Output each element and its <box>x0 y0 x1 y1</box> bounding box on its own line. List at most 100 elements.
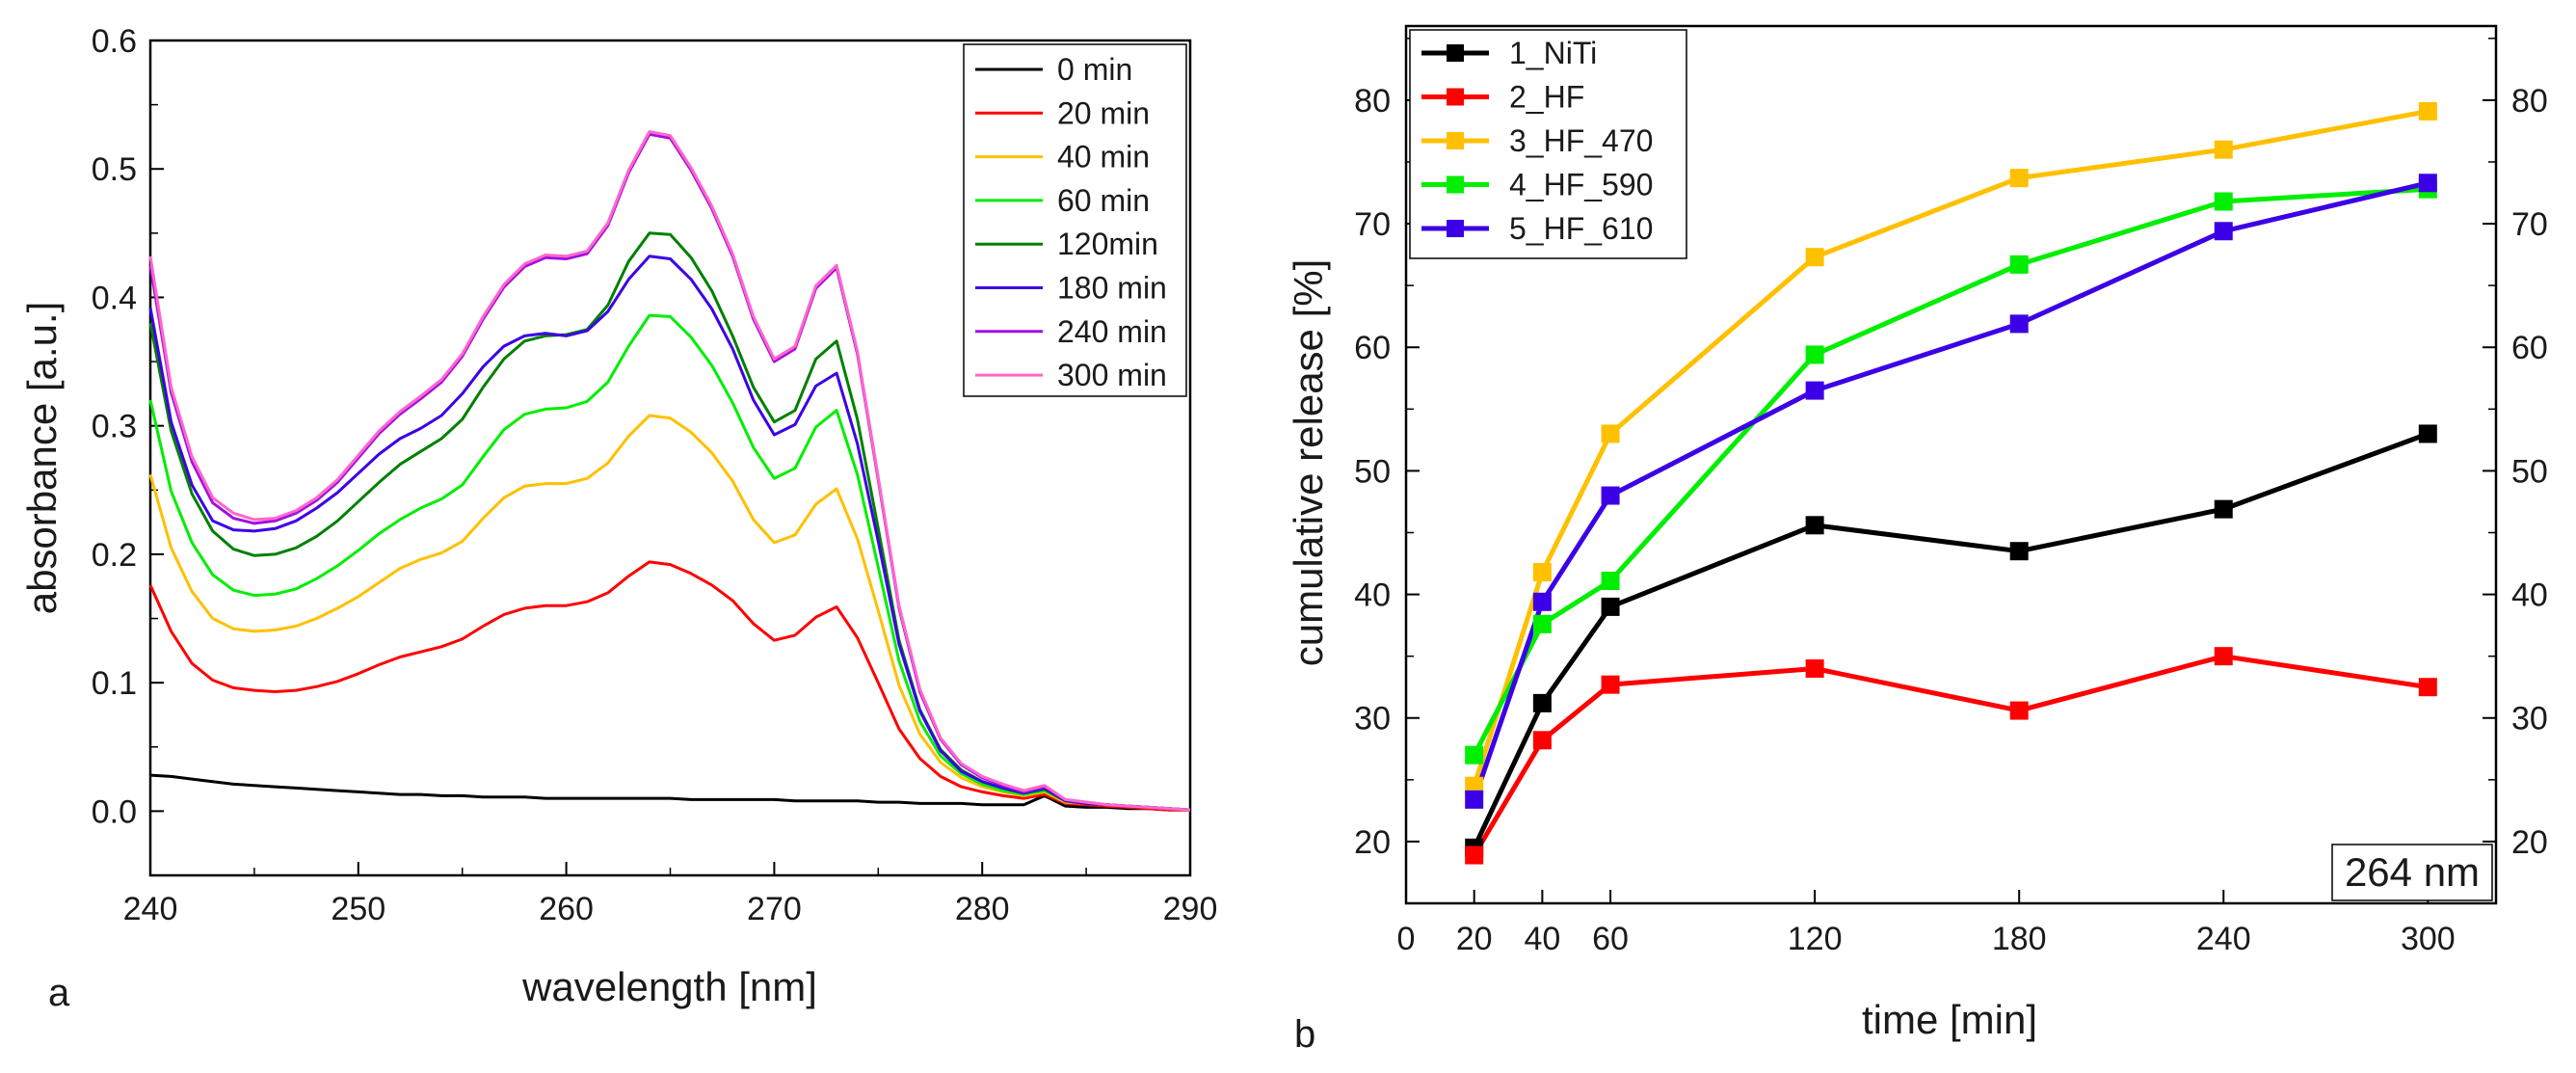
series-point-5-hf-610 <box>1532 592 1552 611</box>
series-point-3-hf-470 <box>1532 563 1552 582</box>
legend-label-0-min: 0 min <box>1057 52 1132 87</box>
panel-b-right-y-tick-label: 70 <box>2511 206 2548 243</box>
panel-a-x-tick-label: 270 <box>747 891 802 927</box>
series-point-1-niti <box>2009 542 2029 561</box>
series-point-1-niti <box>1532 693 1552 712</box>
series-point-1-niti <box>2214 499 2233 519</box>
series-line-0-min <box>149 773 1190 812</box>
panel-a-ticks: 240 250 260 270 280 290 0.0 0.1 0.2 0.3 0.4 0.5 0.6 <box>92 23 1218 927</box>
panel-b-y-tick-label: 20 <box>1354 824 1391 861</box>
panel-b-x-axis-label: time [min] <box>1862 997 2037 1042</box>
series-point-4-hf-590 <box>1465 745 1484 765</box>
panel-a-y-tick-label: 0.1 <box>92 665 137 702</box>
panel-b-y-axis-label: cumulative release [%] <box>1286 259 1331 667</box>
series-point-1-niti <box>1805 516 1824 535</box>
series-point-1-niti <box>1601 597 1620 616</box>
annotation-box <box>2331 844 2493 901</box>
panel-a-x-tick-label: 280 <box>955 891 1010 927</box>
panel-b-plot-frame <box>1404 24 2498 905</box>
series-point-3-hf-470 <box>2418 101 2437 121</box>
panel-b-y-tick-label: 60 <box>1354 330 1391 366</box>
panel-a-x-tick-label: 260 <box>539 891 594 927</box>
series-point-4-hf-590 <box>2214 192 2233 211</box>
series-point-5-hf-610 <box>2214 222 2233 241</box>
series-point-4-hf-590 <box>2009 255 2029 274</box>
panel-b-x-tick-label: 120 <box>1788 921 1843 957</box>
panel-b-x-tick-label: 300 <box>2401 921 2456 957</box>
legend-label-60-min: 60 min <box>1057 183 1150 218</box>
panel-a-x-tick-label: 250 <box>331 891 385 927</box>
legend-label-300-min: 300 min <box>1057 358 1167 392</box>
panel-b-y-tick-label: 50 <box>1354 453 1391 490</box>
series-point-5-hf-610 <box>2418 174 2437 193</box>
series-point-2-hf <box>2214 647 2233 666</box>
panel-a-y-axis-label: absorbance [a.u.] <box>19 302 65 615</box>
series-point-4-hf-590 <box>1601 571 1620 590</box>
panel-b-x-tick-label: 60 <box>1592 921 1629 957</box>
panel-b-wavelength-annotation: 264 nm <box>2331 844 2493 901</box>
panel-b-y-tick-label: 70 <box>1354 206 1391 243</box>
annotation-text: 264 nm <box>2345 849 2480 895</box>
panel-b-series-group <box>1465 101 2437 865</box>
series-point-3-hf-470 <box>1805 248 1824 267</box>
series-point-5-hf-610 <box>2009 314 2029 334</box>
series-point-4-hf-590 <box>1805 345 1824 364</box>
legend-label-40-min: 40 min <box>1057 140 1150 174</box>
panel-b-right-y-tick-label: 60 <box>2511 330 2548 366</box>
panel-a-series-group <box>148 130 1191 812</box>
series-point-3-hf-470 <box>2214 140 2233 159</box>
panel-a-y-tick-label: 0.6 <box>92 23 137 60</box>
legend-swatch-marker-5-hf-610 <box>1447 220 1464 237</box>
panel-b-y-tick-label: 40 <box>1354 577 1391 614</box>
panel-b-right-y-tick-label: 80 <box>2511 83 2548 120</box>
panel-b-letter: b <box>1294 1013 1315 1056</box>
series-line-300-min <box>148 130 1191 812</box>
series-point-5-hf-610 <box>1805 381 1824 400</box>
series-point-2-hf <box>1805 658 1824 678</box>
panel-b-x-tick-label: 40 <box>1524 921 1560 957</box>
series-line-40-min <box>148 414 1191 812</box>
panel-b-right-y-tick-label: 20 <box>2511 824 2548 861</box>
series-point-3-hf-470 <box>1601 424 1620 443</box>
series-point-3-hf-470 <box>2009 169 2029 188</box>
panel-b-y-tick-label: 30 <box>1354 701 1391 738</box>
series-point-2-hf <box>1601 675 1620 694</box>
panel-b-x-tick-label: 0 <box>1397 921 1416 957</box>
panel-a-y-tick-label: 0.2 <box>92 537 137 574</box>
panel-a-absorbance-chart: 240 250 260 270 280 2900.00.10.20.30.40.50.6 … <box>19 23 1217 1014</box>
legend-swatch-marker-2-hf <box>1447 88 1464 106</box>
series-point-2-hf <box>1532 731 1552 750</box>
series-point-2-hf <box>2418 678 2437 697</box>
legend-label-1-niti: 1_NiTi <box>1509 36 1597 70</box>
legend-label-20-min: 20 min <box>1057 95 1150 130</box>
legend-swatch-marker-4-hf-590 <box>1447 175 1464 194</box>
panel-b-legend: 1_NiTi 2_HF 3_HF_470 4_HF_590 5_HF_610 <box>1409 29 1687 259</box>
legend-swatch-marker-1-niti <box>1447 44 1464 62</box>
legend-label-180-min: 180 min <box>1057 271 1167 306</box>
panel-a-letter: a <box>48 972 70 1014</box>
panel-a-y-tick-label: 0.4 <box>92 280 137 316</box>
legend-label-3-hf-470: 3_HF_470 <box>1509 123 1653 158</box>
series-point-2-hf <box>2009 701 2029 720</box>
series-point-1-niti <box>2418 424 2437 443</box>
series-line-60-min <box>148 313 1191 812</box>
panel-b-right-y-tick-label: 40 <box>2511 577 2548 614</box>
panel-b-x-tick-label: 180 <box>1992 921 2047 957</box>
series-line-4-hf-590 <box>1472 186 2429 757</box>
legend-swatch-marker-3-hf-470 <box>1447 132 1464 149</box>
panel-a-legend-box <box>963 43 1187 397</box>
series-point-5-hf-610 <box>1465 790 1484 809</box>
panel-b-right-y-tick-label: 50 <box>2511 453 2548 490</box>
panel-b-ticks: 0 20 40 60 120 180 240 300 20 30 40 50 60 70 80 20 30 40 5… <box>1354 38 2548 957</box>
panel-a-x-tick-label: 290 <box>1163 891 1218 927</box>
panel-b-x-tick-label: 20 <box>1456 921 1493 957</box>
panel-a-y-tick-label: 0.5 <box>92 151 137 188</box>
panel-b-y-tick-label: 80 <box>1354 83 1391 120</box>
series-point-2-hf <box>1465 845 1484 865</box>
legend-label-240-min: 240 min <box>1057 314 1167 349</box>
panel-a-x-axis-label: wavelength [nm] <box>521 964 817 1009</box>
panel-a-legend: 0 min 20 min 40 min 60 min 120min 180 min 240 … <box>963 43 1187 397</box>
series-line-20-min <box>148 560 1190 812</box>
panel-a-x-tick-label: 240 <box>123 891 178 927</box>
